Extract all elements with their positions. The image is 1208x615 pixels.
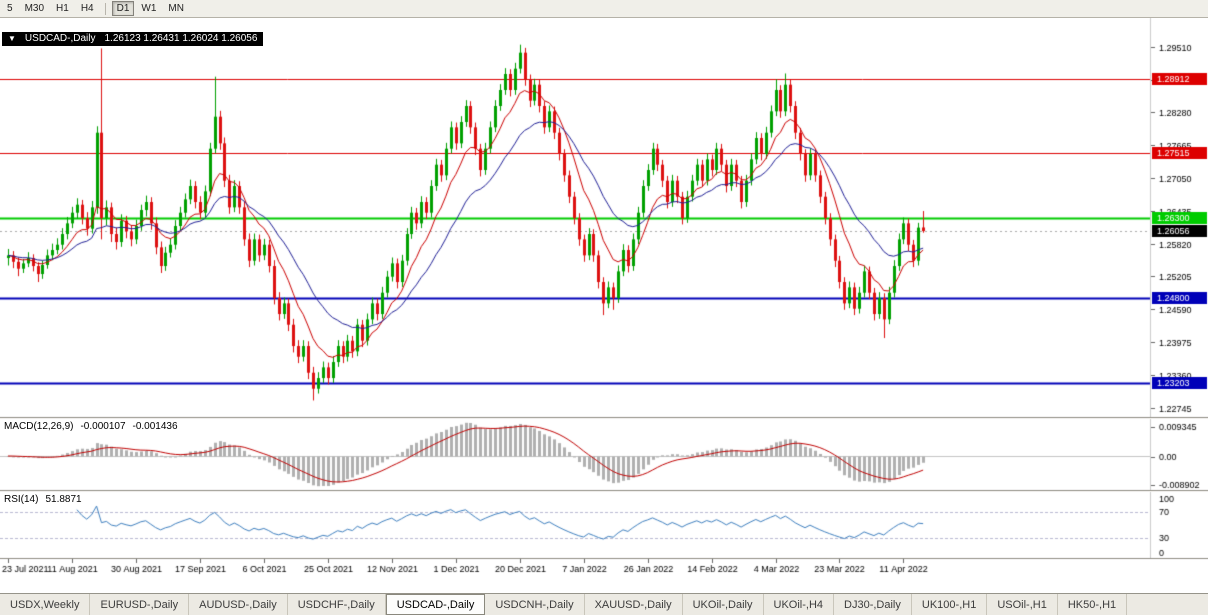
rsi-name: RSI(14) [4,494,39,505]
timeframe-toolbar: 5 M30 H1 H4 D1 W1 MN [0,0,1208,18]
price-chart-canvas[interactable] [0,18,1208,593]
macd-signal-value: -0.001436 [132,421,178,432]
macd-main-value: -0.000107 [80,421,126,432]
tab-usdcad-daily[interactable]: USDCAD-,Daily [385,594,486,615]
tab-uk100-h1[interactable]: UK100-,H1 [912,594,988,615]
tab-audusd-daily[interactable]: AUDUSD-,Daily [189,594,288,615]
tab-dj30-daily[interactable]: DJ30-,Daily [834,594,912,615]
tab-hk50-h1[interactable]: HK50-,H1 [1058,594,1128,615]
chart-ohlc-values: 1.26123 1.26431 1.26024 1.26056 [104,33,258,44]
timeframe-button-5[interactable]: 5 [2,1,18,16]
toolbar-separator [104,2,106,15]
macd-name: MACD(12,26,9) [4,421,74,432]
macd-indicator-label: MACD(12,26,9) -0.000107 -0.001436 [4,421,178,432]
tab-xauusd-daily[interactable]: XAUUSD-,Daily [585,594,683,615]
chart-title: ▼ USDCAD-,Daily 1.26123 1.26431 1.26024 … [2,32,264,46]
chart-window: ▼ USDCAD-,Daily 1.26123 1.26431 1.26024 … [0,18,1208,593]
tab-usdcnh-daily[interactable]: USDCNH-,Daily [485,594,585,615]
timeframe-button-h1[interactable]: H1 [51,1,74,16]
tab-ukoil-h4[interactable]: UKOil-,H4 [764,594,835,615]
tab-usdchf-daily[interactable]: USDCHF-,Daily [288,594,386,615]
chevron-down-icon[interactable]: ▼ [8,34,16,43]
timeframe-button-h4[interactable]: H4 [76,1,99,16]
timeframe-button-w1[interactable]: W1 [136,1,161,16]
rsi-value: 51.8871 [45,494,82,505]
chart-tabs-bar: USDX,Weekly EURUSD-,Daily AUDUSD-,Daily USD… [0,593,1208,615]
timeframe-button-m30[interactable]: M30 [20,1,49,16]
tab-usoil-h1[interactable]: USOil-,H1 [987,594,1058,615]
tab-eurusd-daily[interactable]: EURUSD-,Daily [90,594,190,615]
timeframe-button-d1[interactable]: D1 [111,1,135,16]
rsi-indicator-label: RSI(14) 51.8871 [4,494,82,505]
timeframe-button-mn[interactable]: MN [163,1,189,16]
tab-usdx-weekly[interactable]: USDX,Weekly [0,594,91,615]
chart-symbol-label: USDCAD-,Daily [24,33,96,44]
tab-ukoil-daily[interactable]: UKOil-,Daily [683,594,764,615]
